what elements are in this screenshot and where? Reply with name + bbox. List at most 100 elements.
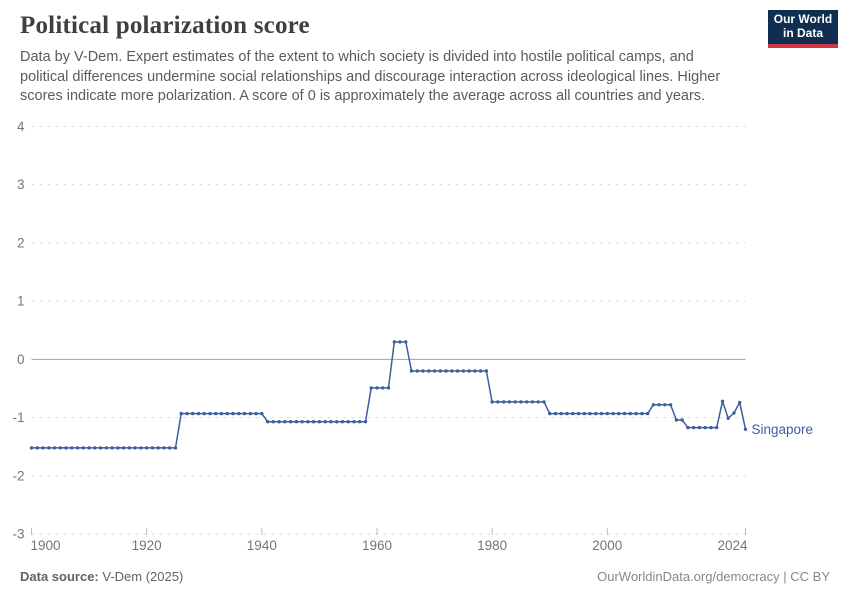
owid-url-license[interactable]: OurWorldinData.org/democracy | CC BY — [597, 569, 830, 584]
data-point[interactable] — [450, 369, 454, 373]
data-point[interactable] — [121, 446, 126, 450]
data-point[interactable] — [381, 386, 385, 390]
data-point[interactable] — [692, 425, 696, 430]
data-point[interactable] — [519, 400, 523, 404]
data-point[interactable] — [208, 411, 212, 416]
data-point[interactable] — [571, 411, 575, 416]
data-point[interactable] — [35, 446, 39, 450]
data-point[interactable] — [438, 369, 442, 373]
data-point[interactable] — [427, 369, 431, 373]
data-point[interactable] — [576, 411, 581, 416]
data-point[interactable] — [191, 411, 195, 416]
data-point[interactable] — [335, 420, 339, 424]
data-point[interactable] — [548, 411, 552, 416]
data-point[interactable] — [185, 411, 189, 416]
data-point[interactable] — [110, 446, 114, 450]
data-point[interactable] — [242, 411, 247, 416]
data-point[interactable] — [392, 340, 396, 344]
data-point[interactable] — [340, 420, 345, 424]
data-point[interactable] — [116, 446, 120, 450]
data-point[interactable] — [294, 420, 299, 424]
data-point[interactable] — [594, 411, 598, 416]
data-point[interactable] — [150, 446, 155, 450]
data-point[interactable] — [306, 420, 310, 424]
data-point[interactable] — [674, 418, 679, 422]
data-point[interactable] — [254, 411, 258, 416]
data-point[interactable] — [525, 400, 529, 404]
data-point[interactable] — [490, 400, 494, 404]
data-point[interactable] — [352, 420, 356, 424]
data-point[interactable] — [329, 420, 333, 424]
data-point[interactable] — [139, 446, 143, 450]
data-point[interactable] — [444, 369, 448, 373]
data-point[interactable] — [582, 411, 586, 416]
data-point[interactable] — [168, 446, 172, 450]
data-point[interactable] — [64, 446, 68, 450]
data-point[interactable] — [369, 386, 373, 390]
data-point[interactable] — [288, 420, 293, 424]
data-point[interactable] — [70, 446, 74, 450]
data-point[interactable] — [542, 400, 546, 404]
data-point[interactable] — [277, 420, 281, 424]
data-point[interactable] — [300, 420, 304, 424]
data-point[interactable] — [231, 411, 235, 416]
data-point[interactable] — [225, 411, 229, 416]
data-point[interactable] — [52, 446, 57, 450]
data-point[interactable] — [248, 411, 252, 416]
data-point[interactable] — [732, 411, 736, 415]
data-point[interactable] — [640, 411, 644, 416]
data-point[interactable] — [484, 369, 489, 373]
data-point[interactable] — [478, 369, 483, 373]
data-point[interactable] — [703, 425, 707, 430]
owid-logo[interactable]: Our World in Data — [768, 10, 838, 48]
data-point[interactable] — [605, 411, 609, 416]
data-point[interactable] — [81, 446, 86, 450]
data-point[interactable] — [260, 411, 264, 416]
data-point[interactable] — [404, 340, 408, 344]
data-point[interactable] — [421, 369, 425, 373]
data-point[interactable] — [311, 420, 316, 424]
data-point[interactable] — [317, 420, 322, 424]
data-point[interactable] — [87, 446, 91, 450]
data-point[interactable] — [179, 411, 183, 416]
data-point[interactable] — [93, 446, 97, 450]
data-point[interactable] — [202, 411, 206, 416]
data-point[interactable] — [145, 446, 149, 450]
data-point[interactable] — [432, 369, 437, 373]
data-point[interactable] — [237, 411, 241, 416]
data-point[interactable] — [686, 425, 690, 430]
data-point[interactable] — [559, 411, 563, 416]
data-point[interactable] — [496, 400, 500, 404]
data-point[interactable] — [271, 420, 275, 424]
data-point[interactable] — [219, 411, 224, 416]
data-point[interactable] — [530, 400, 535, 404]
data-point[interactable] — [196, 411, 201, 416]
data-point[interactable] — [513, 400, 517, 404]
data-point[interactable] — [375, 386, 379, 390]
data-point[interactable] — [709, 425, 713, 430]
data-point[interactable] — [398, 340, 402, 344]
data-point[interactable] — [41, 446, 45, 450]
data-point[interactable] — [455, 369, 460, 373]
data-point[interactable] — [47, 446, 51, 450]
data-point[interactable] — [502, 400, 506, 404]
data-point[interactable] — [75, 446, 80, 450]
data-point[interactable] — [461, 369, 466, 373]
data-point[interactable] — [409, 369, 414, 373]
data-point[interactable] — [645, 411, 650, 416]
data-point[interactable] — [599, 411, 604, 416]
data-point[interactable] — [743, 427, 748, 431]
data-point[interactable] — [697, 425, 702, 430]
data-point[interactable] — [617, 411, 621, 416]
data-point[interactable] — [622, 411, 627, 416]
data-point[interactable] — [265, 420, 270, 424]
data-point[interactable] — [473, 369, 477, 373]
data-point[interactable] — [415, 369, 419, 373]
data-point[interactable] — [98, 446, 103, 450]
data-point[interactable] — [715, 425, 719, 430]
data-point[interactable] — [611, 411, 615, 416]
data-point[interactable] — [173, 446, 178, 450]
data-point[interactable] — [565, 411, 569, 416]
data-point[interactable] — [156, 446, 160, 450]
